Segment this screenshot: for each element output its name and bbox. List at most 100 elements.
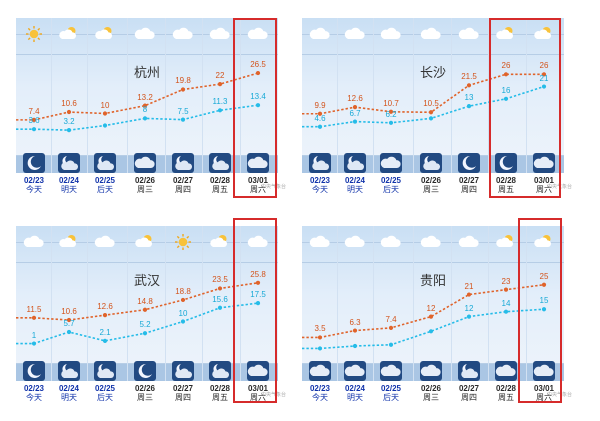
sunny-icon	[172, 232, 194, 252]
date-label: 03/01 周六	[524, 384, 564, 402]
low-point	[180, 319, 186, 324]
high-point	[317, 111, 323, 116]
low-point	[388, 120, 394, 125]
low-temp-label: 6.7	[349, 108, 361, 118]
date-text: 02/26	[134, 384, 156, 393]
date-label: 02/26 周三	[125, 384, 165, 402]
column-divider	[127, 18, 128, 173]
low-temp-label: 6.2	[385, 109, 397, 119]
cloudy-icon	[380, 24, 402, 44]
date-label: 02/23 今天	[300, 176, 340, 194]
date-text: 03/01	[533, 384, 555, 393]
high-point	[217, 82, 223, 87]
low-temp-label: 7.5	[177, 106, 189, 116]
weekday-text: 周三	[423, 393, 439, 402]
cloudy-icon	[172, 24, 194, 44]
weekday-text: 周六	[250, 185, 266, 194]
weekday-text: 今天	[26, 185, 42, 194]
grid-line	[302, 262, 564, 263]
high-temp-label: 12	[426, 303, 436, 313]
date-text: 02/24	[344, 176, 366, 185]
low-temp-label: 1	[31, 330, 37, 340]
high-point	[541, 72, 547, 77]
column-divider	[488, 226, 489, 381]
overcast-icon	[309, 361, 331, 381]
temperature-chart	[16, 280, 261, 346]
low-point	[352, 343, 358, 349]
date-text: 02/26	[420, 176, 442, 185]
column-divider	[373, 18, 374, 173]
clear-night-icon	[23, 361, 45, 381]
high-point	[142, 103, 148, 108]
low-point	[255, 301, 261, 306]
cloudy-night-icon	[209, 361, 231, 381]
low-temp-label: 10	[178, 308, 188, 318]
high-point	[66, 109, 72, 115]
column-divider	[451, 18, 452, 173]
high-point	[180, 87, 186, 92]
cloudy-night-icon	[58, 361, 80, 381]
low-temperature-line	[302, 308, 545, 350]
weekday-text: 周五	[212, 185, 228, 194]
column-divider	[165, 226, 166, 381]
low-temp-label: 3.6	[28, 116, 40, 126]
forecast-panel-2: 长沙 9.9 12.6 10.7 10.5 21.5 26 26 4.6 6.7 6.2 13 16 21…	[300, 18, 572, 206]
column-divider	[373, 226, 374, 381]
cloudy-icon	[458, 232, 480, 252]
column-divider	[413, 226, 414, 381]
high-temp-label: 7.4	[28, 106, 40, 116]
cloudy-night-icon	[172, 361, 194, 381]
high-temp-label: 23.5	[212, 275, 228, 285]
clear-night-icon	[23, 153, 45, 173]
weekday-text: 周四	[461, 393, 477, 402]
date-text: 02/23	[309, 176, 331, 185]
date-label: 02/27 周四	[449, 176, 489, 194]
weekday-text: 今天	[312, 185, 328, 194]
low-temp-label: 5.7	[63, 319, 75, 329]
high-temp-label: 10.6	[61, 99, 77, 109]
low-temp-label: 8	[142, 105, 148, 115]
partly-cloudy-icon	[58, 24, 80, 44]
date-text: 02/25	[380, 176, 402, 185]
cloudy-icon	[309, 24, 331, 44]
date-label: 02/26 周三	[411, 384, 451, 402]
high-temp-label: 14.8	[137, 296, 153, 306]
column-divider	[127, 226, 128, 381]
column-divider	[526, 18, 527, 173]
partly-cloudy-icon	[94, 24, 116, 44]
source-label: 中央气象台	[261, 392, 287, 398]
high-temperature-line	[16, 281, 259, 321]
high-temp-label: 6.3	[349, 317, 361, 327]
high-point	[102, 111, 108, 116]
weekday-text: 明天	[347, 393, 363, 402]
low-point	[142, 331, 148, 336]
weekday-text: 明天	[61, 393, 77, 402]
date-label: 03/01 周六	[238, 176, 278, 194]
date-text: 02/24	[58, 176, 80, 185]
low-point	[466, 104, 472, 109]
sky-gradient	[302, 18, 564, 173]
low-temp-label: 13	[464, 93, 474, 103]
low-point	[388, 342, 394, 347]
cloudy-night-icon	[309, 153, 331, 173]
low-temp-label: 17.5	[250, 290, 266, 300]
weekday-text: 今天	[26, 393, 42, 402]
low-temp-label: 16	[501, 85, 511, 95]
column-divider	[240, 226, 241, 381]
date-label: 02/25 后天	[371, 384, 411, 402]
high-temp-label: 10.6	[61, 307, 77, 317]
overcast-icon	[533, 361, 555, 381]
high-temp-label: 23	[501, 276, 511, 286]
weekday-text: 周三	[137, 393, 153, 402]
column-divider	[87, 18, 88, 173]
high-point	[352, 105, 358, 110]
date-text: 03/01	[247, 176, 269, 185]
low-point	[142, 116, 148, 121]
date-label: 02/26 周三	[411, 176, 451, 194]
low-point	[102, 338, 108, 343]
highlight-box-2	[489, 18, 561, 198]
weekday-text: 周五	[212, 393, 228, 402]
highlight-box-1	[233, 18, 277, 198]
weekday-text: 周六	[536, 185, 552, 194]
high-point	[255, 70, 261, 76]
